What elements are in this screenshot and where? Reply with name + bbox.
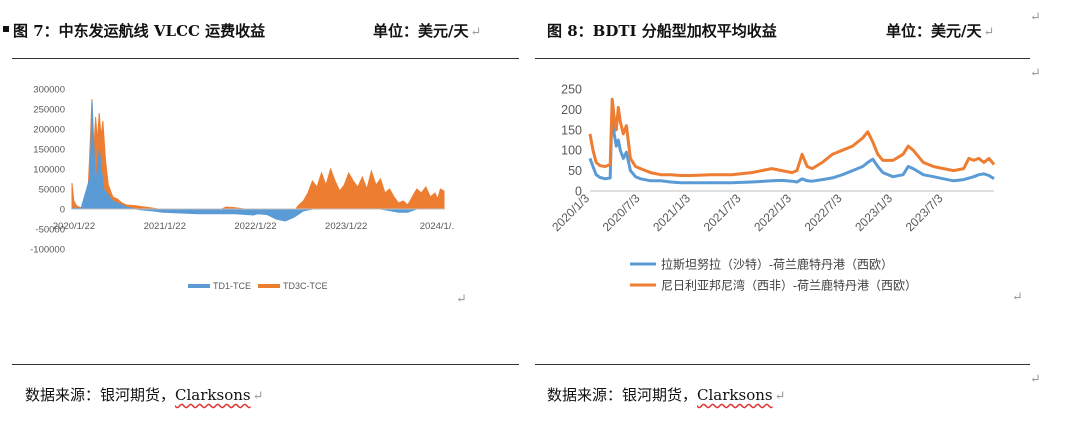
y-tick-label: -50000 xyxy=(35,225,65,236)
divider xyxy=(12,364,519,365)
x-tick-label: 2022/1/22 xyxy=(234,221,276,232)
y-tick-label: 100 xyxy=(561,144,582,158)
y-tick-label: 200000 xyxy=(33,125,65,136)
legend-label: TD1-TCE xyxy=(213,281,251,291)
x-tick-label: 2023/1/3 xyxy=(852,191,895,234)
figure-7-source: 数据来源：银河期货，Clarksons ↵ xyxy=(25,384,264,405)
x-tick-label: 2020/1/3 xyxy=(549,191,592,234)
return-mark-icon: ↵ xyxy=(1030,10,1041,25)
return-mark-icon: ↵ xyxy=(774,389,786,404)
figure-8-title: 图 8：BDTI 分船型加权平均收益 xyxy=(547,22,777,40)
figure-8-unit-wrap: 单位：美元/天 ↵ xyxy=(886,20,994,41)
figure-8-panel: 图 8：BDTI 分船型加权平均收益 单位：美元/天 ↵ 250 200 150 100… xyxy=(530,0,1078,423)
y-tick-label: 50000 xyxy=(39,185,65,196)
figure-7-title: 图 7：中东发运航线 VLCC 运费收益 xyxy=(13,22,266,40)
y-tick-label: 150 xyxy=(561,123,582,137)
y-tick-label: 250000 xyxy=(33,105,65,116)
figure-7-unit-wrap: 单位：美元/天 ↵ xyxy=(373,20,481,41)
return-mark-icon: ↵ xyxy=(1030,372,1041,387)
bullet-icon xyxy=(3,26,9,32)
return-mark-icon: ↵ xyxy=(1012,290,1023,305)
divider xyxy=(535,58,1030,59)
x-tick-label: 2021/7/3 xyxy=(701,191,744,234)
figure-7-title-row: 图 7：中东发运航线 VLCC 运费收益 单位：美元/天 ↵ xyxy=(0,18,530,44)
y-tick-label: 0 xyxy=(60,205,65,216)
y-tick-label: 50 xyxy=(568,164,582,178)
series-line xyxy=(588,97,996,177)
divider xyxy=(535,364,1030,365)
figure-7-unit: 单位：美元/天 xyxy=(373,22,469,40)
x-tick-label: 2024/1/. xyxy=(420,221,454,232)
return-mark-icon: ↵ xyxy=(1030,66,1041,81)
figure-8-source-prefix: 数据来源：银河期货， xyxy=(547,386,698,404)
figure-7-panel: 图 7：中东发运航线 VLCC 运费收益 单位：美元/天 ↵ 300000 2500… xyxy=(0,0,530,423)
x-tick-label: 2020/7/3 xyxy=(600,191,643,234)
figure-8-source: 数据来源：银河期货，Clarksons ↵ xyxy=(547,384,786,405)
return-mark-icon: ↵ xyxy=(252,389,264,404)
return-mark-icon: ↵ xyxy=(456,292,467,307)
y-tick-label: 100000 xyxy=(33,165,65,176)
figure-8-unit: 单位：美元/天 xyxy=(886,22,982,40)
y-tick-label: 250 xyxy=(561,83,582,97)
x-tick-label: 2021/1/22 xyxy=(144,221,186,232)
return-mark-icon: ↵ xyxy=(470,25,482,40)
figure-7-source-prefix: 数据来源：银河期货， xyxy=(25,386,176,404)
divider xyxy=(12,58,519,59)
legend-label: 尼日利亚邦尼湾（西非）-荷兰鹿特丹港（西欧） xyxy=(661,278,917,293)
x-tick-label: 2022/7/3 xyxy=(802,191,845,234)
legend-label: 拉斯坦努拉（沙特）-荷兰鹿特丹港（西欧） xyxy=(661,257,893,272)
figure-7-source-name: Clarksons xyxy=(175,386,251,404)
return-mark-icon: ↵ xyxy=(983,25,995,40)
y-tick-label: 0 xyxy=(575,185,582,199)
x-tick-label: 2020/1/22 xyxy=(53,221,95,232)
legend-label: TD3C-TCE xyxy=(283,281,328,291)
series-area xyxy=(71,98,445,218)
series-line xyxy=(588,99,995,185)
y-tick-label: 150000 xyxy=(33,145,65,156)
x-tick-label: 2023/7/3 xyxy=(903,191,946,234)
figure-8-source-name: Clarksons xyxy=(697,386,773,404)
x-tick-label: 2021/1/3 xyxy=(650,191,693,234)
x-tick-label: 2022/1/3 xyxy=(751,191,794,234)
y-tick-label: 200 xyxy=(561,103,582,117)
figure-8-title-row: 图 8：BDTI 分船型加权平均收益 单位：美元/天 ↵ xyxy=(530,18,1078,44)
y-tick-label: -100000 xyxy=(30,245,65,256)
figure-7-chart: 300000 250000 200000 150000 100000 50000 0 -500… xyxy=(30,85,454,292)
x-tick-label: 2023/1/22 xyxy=(325,221,367,232)
y-tick-label: 300000 xyxy=(33,85,65,96)
